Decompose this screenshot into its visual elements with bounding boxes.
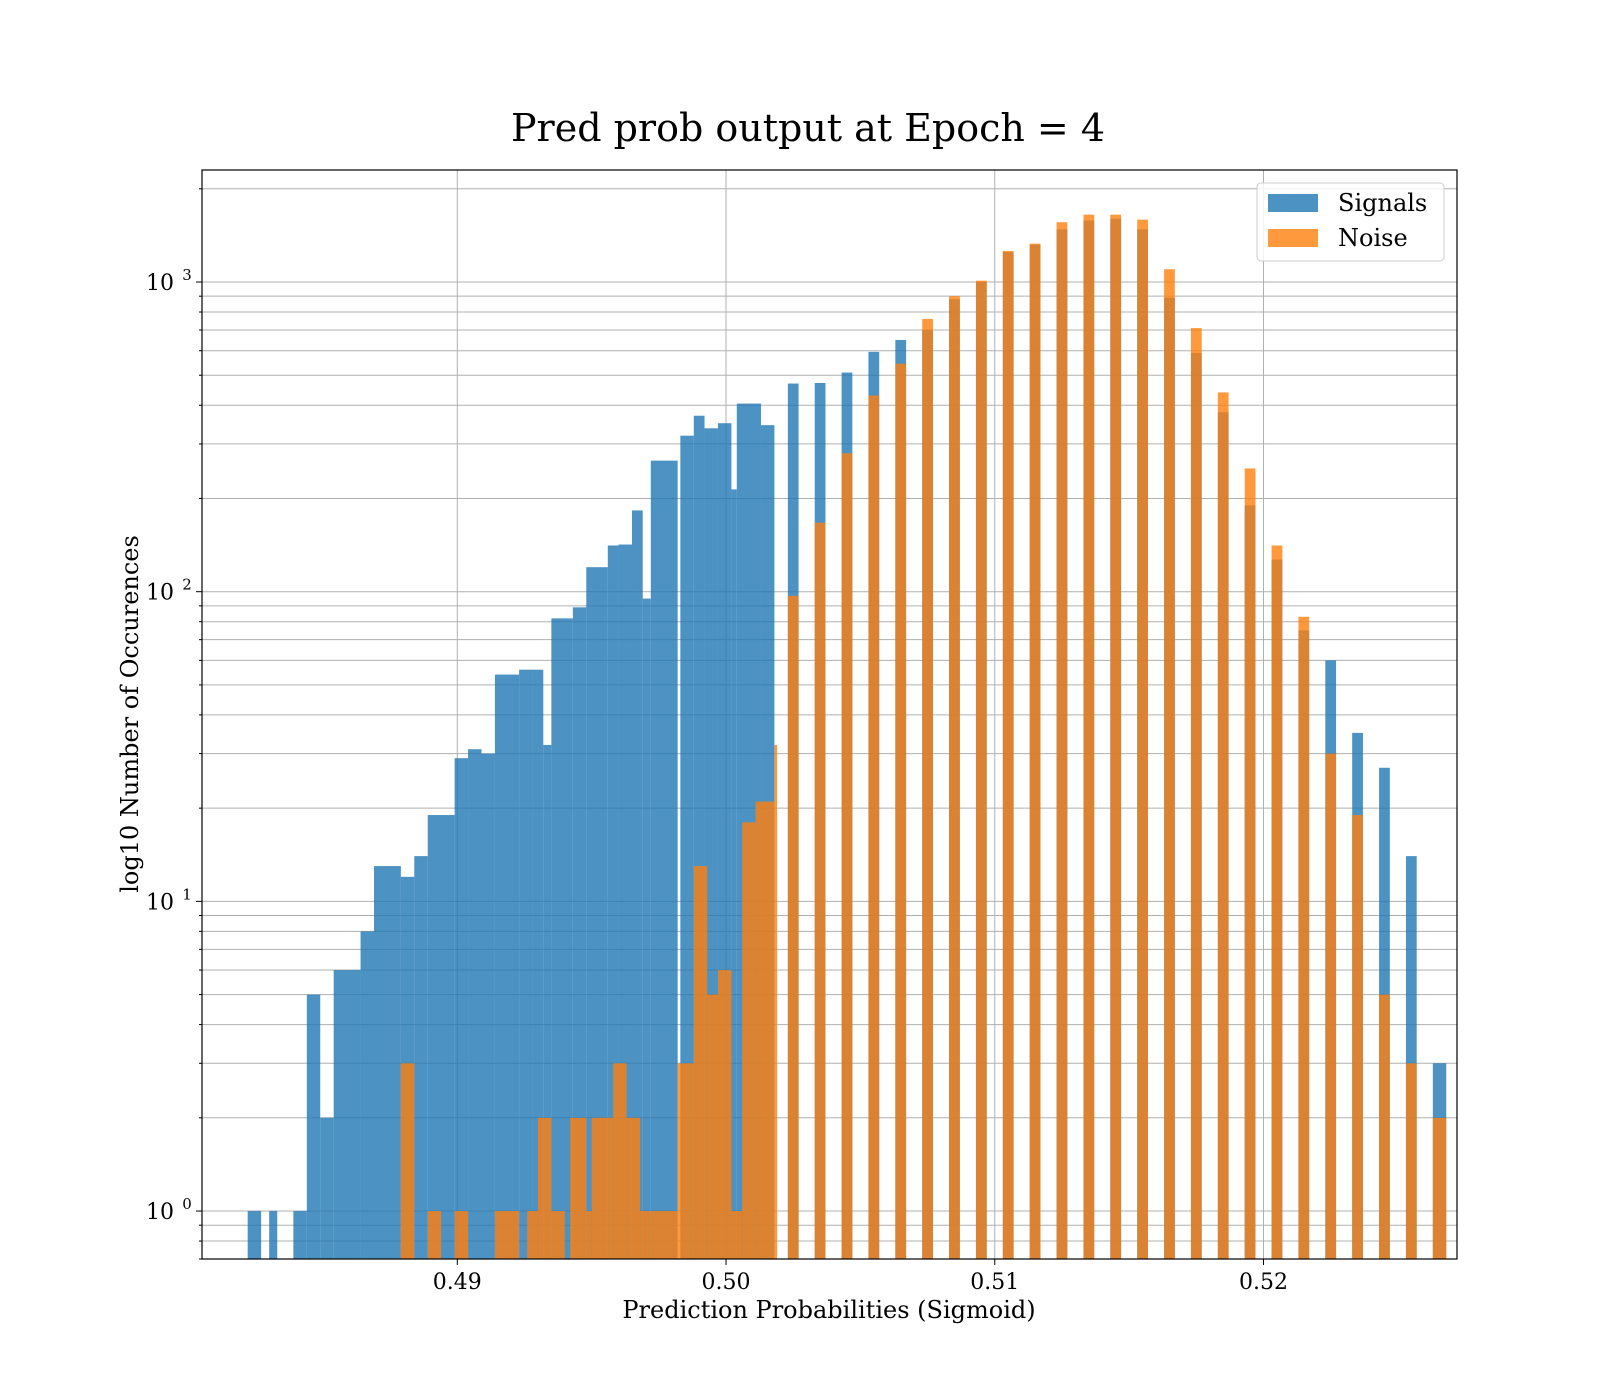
bar-noise [586,1211,592,1259]
bar-noise [1271,545,1283,1259]
chart-title: Pred prob output at Epoch = 4 [511,106,1105,150]
legend-label-signals: Signals [1338,189,1427,217]
bar-signals [1405,856,1417,1259]
bar-signals [532,669,544,1259]
bar-noise [814,522,826,1259]
x-axis-label: Prediction Probabilities (Sigmoid) [622,1296,1035,1324]
bar-noise [1405,1063,1417,1259]
bar-signals [481,753,495,1259]
bar-signals [693,415,705,1259]
bar-signals [572,607,587,1259]
bar-signals [333,970,361,1259]
bar-noise [868,395,880,1259]
y-tick-exponent: 3 [182,266,192,284]
bar-noise [693,866,708,1259]
y-tick-exponent: 1 [182,885,192,903]
bar-signals [269,1211,278,1259]
bar-signals [631,510,643,1259]
bar-noise [1190,328,1202,1259]
bar-signals [247,1211,262,1259]
bar-noise [626,1117,641,1259]
bar-signals [373,866,401,1259]
y-tick-label: 10 [146,890,174,915]
bar-noise [1029,243,1041,1260]
bar-signals [680,435,694,1259]
y-tick-label: 10 [146,581,174,606]
bar-noise [1379,994,1390,1259]
legend: Signals Noise [1256,182,1445,262]
bar-noise [975,280,987,1259]
bar-noise [527,1211,538,1259]
bar-signals [454,758,469,1259]
bar-noise [1083,214,1095,1260]
series-noise [400,214,1447,1260]
bar-noise [1164,269,1175,1259]
bar-signals [320,1117,334,1259]
bar-signals [731,489,737,1260]
y-tick-label: 10 [146,271,174,296]
x-tick-label: 0.50 [702,1270,751,1295]
bar-noise [650,1211,678,1259]
bar-noise [731,1211,743,1259]
bar-noise [755,801,775,1259]
bar-noise [1325,753,1337,1259]
bar-noise [591,1117,614,1259]
bar-signals [414,856,428,1259]
bar-noise [1002,250,1014,1259]
histogram-bars [247,214,1447,1260]
bar-signals [293,1211,307,1259]
bar-signals [519,669,533,1259]
bar-noise [895,363,907,1259]
bar-signals [360,931,374,1259]
bar-noise [494,1211,520,1259]
bar-noise [551,1211,565,1259]
bar-signals [551,618,573,1259]
x-tick-label: 0.51 [970,1270,1019,1295]
x-tick-label: 0.49 [433,1270,482,1295]
bar-noise [613,1063,627,1259]
x-tick-label: 0.52 [1239,1270,1288,1295]
bar-noise [1244,468,1256,1259]
bar-signals [586,567,608,1259]
bar-noise [1137,219,1148,1259]
bar-noise [841,453,853,1259]
bar-signals [427,815,455,1259]
bar-signals [650,460,678,1260]
legend-label-noise: Noise [1338,224,1408,252]
bar-noise [949,296,960,1259]
bar-noise [570,1117,587,1259]
bar-noise [1432,1117,1447,1259]
legend-swatch-signals [1268,194,1318,212]
bar-signals [607,545,619,1259]
bar-signals [543,744,552,1259]
bar-noise [1352,815,1363,1259]
bar-noise [717,970,732,1259]
bar-noise [454,1211,469,1259]
bar-noise [537,1117,552,1259]
bar-noise [640,1211,651,1259]
bar-signals [468,749,482,1259]
bar-signals [306,994,321,1259]
bar-signals [494,674,520,1259]
bar-noise [1056,222,1068,1259]
bar-noise [1217,392,1229,1260]
y-axis-label: log10 Number of Occurences [116,535,144,893]
bar-noise [1298,616,1310,1259]
bar-noise [677,1063,694,1259]
bar-noise [400,1063,415,1259]
bar-noise [787,595,799,1259]
bar-noise [1110,214,1122,1260]
y-tick-exponent: 0 [182,1195,192,1213]
bar-noise [922,318,933,1260]
bar-noise [742,822,756,1259]
bar-noise [707,994,718,1259]
axis-ticks: 0.49 0.50 0.51 0.52 10 0 10 1 10 2 10 3 [146,188,1288,1295]
bar-signals [642,598,651,1259]
bar-noise [427,1211,442,1259]
bar-noise [774,744,778,1259]
legend-swatch-noise [1268,229,1318,247]
y-tick-label: 10 [146,1200,174,1225]
y-tick-exponent: 2 [182,576,192,594]
